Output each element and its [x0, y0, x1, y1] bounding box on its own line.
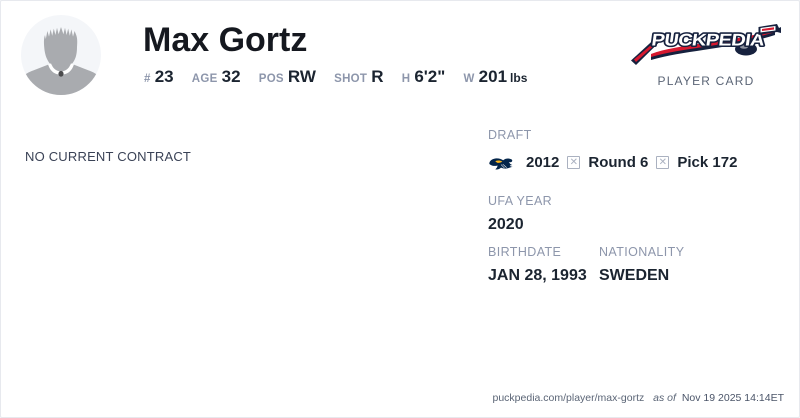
- svg-text:PUCKPEDIA: PUCKPEDIA: [650, 31, 765, 50]
